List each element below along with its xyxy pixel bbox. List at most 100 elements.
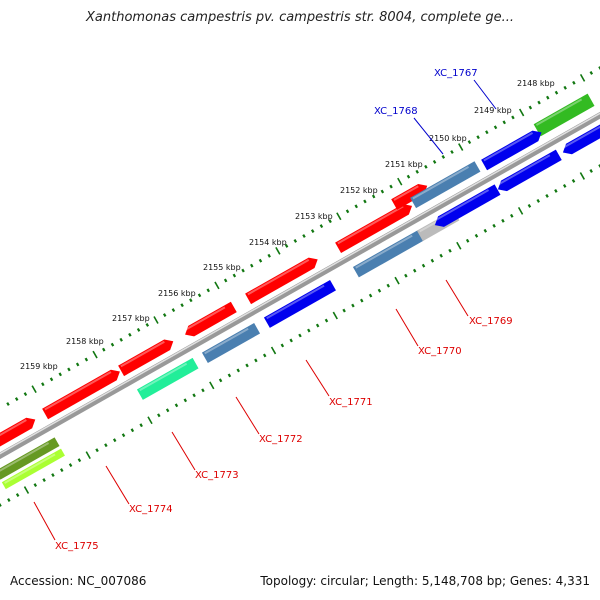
gene-feature-xc1768[interactable] [410, 161, 481, 209]
inner-rail-tick [183, 398, 188, 403]
gene-feature-xc1770-fwd[interactable] [335, 204, 413, 254]
gene-feature-xc1771-fwd[interactable] [245, 257, 318, 305]
kbp-tick-label: 2150 kbp [429, 134, 467, 143]
gene-feature-xc1772-fwd[interactable] [184, 301, 237, 337]
inner-rail-tick [95, 448, 99, 453]
outer-rail-tick [92, 350, 98, 359]
outer-rail-tick [41, 382, 45, 387]
outer-rail-tick [14, 397, 19, 401]
outer-rail-tick [415, 169, 419, 174]
gene-label[interactable]: XC_1771 [329, 397, 373, 408]
gene-label[interactable]: XC_1772 [259, 434, 303, 445]
map-title: Xanthomonas campestris pv. campestris st… [86, 10, 514, 25]
genome-backbone [0, 111, 600, 460]
outer-rail-tick [528, 105, 533, 110]
gene-label[interactable]: XC_1774 [129, 504, 173, 515]
outer-rail-tick [23, 392, 28, 397]
inner-rail-tick [368, 293, 373, 298]
gene-feature-xc1773[interactable] [136, 357, 199, 400]
gene-label[interactable]: XC_1767 [434, 68, 478, 79]
kbp-scale: 2148 kbp 2149 kbp 2150 kbp 2151 kbp 2152 kbp… [20, 79, 555, 371]
inner-rail-tick [307, 328, 311, 333]
gene-feature-xc1773-fwd[interactable] [118, 339, 174, 377]
inner-rail-tick [112, 438, 117, 443]
outer-rail-tick [371, 194, 376, 199]
kbp-tick-label: 2148 kbp [517, 79, 555, 88]
kbp-tick-label: 2149 kbp [474, 106, 512, 115]
outer-rail-tick [537, 100, 541, 105]
inner-rail-tick [598, 164, 600, 168]
outer-rail-tick [546, 95, 550, 100]
outer-rail-tick [310, 229, 315, 233]
gene-feature-xc1775[interactable] [0, 437, 60, 480]
inner-rail-tick [456, 241, 462, 250]
gene-feature-green[interactable] [533, 93, 595, 137]
inner-rail-tick [245, 363, 249, 368]
outer-rail-tick [518, 108, 525, 117]
inner-rail-tick [510, 213, 514, 218]
outer-rail-tick [424, 164, 428, 169]
outer-rail-tick [75, 362, 80, 367]
gene-label[interactable]: XC_1775 [55, 541, 99, 552]
inner-rail-tick [404, 273, 408, 278]
gene-label[interactable]: XC_1769 [469, 316, 513, 327]
gene-label[interactable]: XC_1768 [374, 106, 418, 117]
gene-callout-line [171, 431, 196, 471]
inner-tick-rail [0, 164, 600, 507]
gene-feature-xc1771[interactable] [263, 279, 336, 328]
kbp-tick-label: 2152 kbp [340, 186, 378, 195]
outer-rail-tick [345, 209, 350, 214]
outer-rail-tick [110, 342, 115, 347]
inner-rail-tick [545, 193, 549, 198]
gene-feature-blue-b[interactable] [497, 149, 562, 192]
inner-rail-tick [236, 368, 240, 373]
inner-rail-tick [351, 303, 355, 308]
outer-rail-tick [31, 385, 37, 394]
outer-rail-tick [171, 308, 176, 313]
gene-feature-xc1774[interactable] [42, 369, 120, 420]
inner-rail-tick [554, 188, 558, 193]
gene-callouts: XC_1767 XC_1768 XC_1769 XC_1770 XC_1771 XC_17… [33, 68, 513, 552]
outer-rail-tick [214, 281, 220, 290]
inner-rail-tick [517, 206, 524, 215]
outer-rail-tick [579, 74, 586, 82]
gene-feature-xc1772[interactable] [201, 323, 261, 364]
gene-label[interactable]: XC_1773 [195, 470, 239, 481]
gene-features[interactable] [0, 93, 600, 490]
outer-rail-tick [502, 120, 506, 125]
inner-rail-tick [147, 416, 153, 425]
gene-label[interactable]: XC_1770 [418, 346, 462, 357]
outer-rail-tick [572, 80, 576, 85]
gene-feature-xc1770[interactable] [352, 229, 425, 278]
inner-rail-tick [483, 228, 488, 233]
inner-rail-tick [104, 443, 108, 448]
inner-rail-tick [324, 318, 329, 323]
inner-rail-tick [174, 403, 179, 408]
inner-rail-tick [227, 373, 232, 378]
gene-feature-xc1767[interactable] [481, 130, 542, 171]
inner-rail-tick [23, 486, 30, 494]
inner-rail-tick [15, 493, 20, 497]
inner-rail-tick [589, 169, 593, 173]
gene-feature-xc1775-fwd[interactable] [0, 417, 36, 455]
inner-rail-tick [386, 283, 390, 288]
gene-feature-xc1769-fwd[interactable] [391, 183, 428, 210]
inner-rail-tick [85, 451, 91, 460]
genome-summary-text: Topology: circular; Length: 5,148,708 bp… [260, 574, 590, 588]
gene-feature-blue-a[interactable] [434, 184, 501, 227]
outer-rail-tick [450, 150, 454, 154]
outer-rail-tick [128, 332, 132, 337]
outer-rail-tick [232, 273, 237, 278]
inner-rail-tick [501, 218, 505, 223]
gene-feature-blue-c[interactable] [562, 118, 600, 155]
gene-feature-xc1775-lime[interactable] [1, 448, 65, 490]
outer-rail-tick [6, 402, 10, 406]
outer-rail-tick [319, 224, 324, 229]
outer-rail-tick [589, 71, 594, 75]
kbp-tick-label: 2154 kbp [249, 238, 287, 247]
outer-rail-tick [406, 174, 411, 179]
inner-rail-tick [0, 503, 2, 507]
outer-rail-tick [511, 115, 515, 120]
outer-rail-tick [67, 367, 71, 372]
